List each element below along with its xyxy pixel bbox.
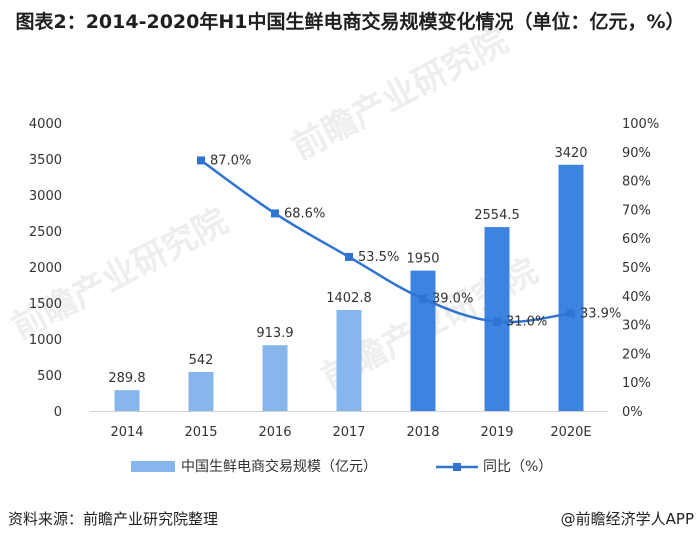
bar-series: 289.8 542 913.9 1402.8 1950 2554.5 3420 [108, 146, 588, 411]
bar-value-label: 289.8 [108, 371, 145, 386]
line-value-label: 53.5% [358, 250, 399, 265]
line-value-label: 33.9% [580, 306, 621, 321]
bar-value-label: 913.9 [256, 326, 293, 341]
bar-value-label: 2554.5 [474, 208, 520, 223]
y-right-tick-label: 100% [622, 117, 659, 132]
y-right-tick-label: 50% [622, 261, 651, 276]
line-value-label: 39.0% [432, 292, 473, 307]
legend-bar-label: 中国生鲜电商交易规模（亿元） [181, 458, 377, 475]
y-left-tick-label: 2500 [29, 225, 62, 240]
y-right-tick-label: 60% [622, 232, 651, 247]
bar [114, 390, 140, 411]
y-left-tick-label: 3000 [29, 189, 62, 204]
legend-line-marker [453, 463, 461, 471]
legend: 中国生鲜电商交易规模（亿元） 同比（%） [131, 458, 552, 475]
legend-line-label: 同比（%） [483, 459, 552, 475]
line-value-label: 31.0% [506, 315, 547, 330]
bar [188, 371, 214, 411]
x-tick-label: 2019 [480, 425, 513, 440]
line-point [197, 156, 205, 165]
bar-value-label: 1950 [406, 252, 439, 267]
watermark-layer: 前瞻产业研究院前瞻产业研究院前瞻产业研究院 [5, 21, 544, 398]
y-right-tick-label: 0% [622, 405, 643, 420]
line-point [345, 252, 353, 261]
y-right-tick-label: 70% [622, 203, 651, 218]
bar-value-label: 542 [189, 353, 214, 368]
line-series: 87.0% 68.6% 53.5% 39.0% 31.0% 33.9% [197, 153, 621, 330]
legend-bar-swatch [131, 461, 175, 472]
x-tick-label: 2018 [406, 425, 439, 440]
axes: 0 500 1000 1500 2000 2500 3000 3500 4000 0% 10% 20%… [29, 117, 659, 440]
y-left-tick-label: 0 [54, 405, 62, 420]
line-value-label: 87.0% [210, 153, 251, 168]
chart-title: 图表2：2014-2020年H1中国生鲜电商交易规模变化情况（单位：亿元，%） [15, 11, 685, 33]
y-left-tick-label: 3500 [29, 153, 62, 168]
bar-value-label: 3420 [554, 146, 587, 161]
y-left-tick-label: 500 [37, 369, 62, 384]
y-left-tick-label: 4000 [29, 117, 62, 132]
x-tick-label: 2017 [332, 425, 365, 440]
line-point [419, 294, 427, 303]
watermark-text: 前瞻产业研究院 [285, 21, 514, 168]
x-tick-label: 2014 [110, 425, 143, 440]
source-note: 资料来源：前瞻产业研究院整理 [8, 510, 219, 528]
line-point [493, 317, 501, 326]
line-value-label: 68.6% [284, 206, 325, 221]
y-right-tick-label: 80% [622, 175, 651, 190]
y-right-tick-label: 20% [622, 347, 651, 362]
y-left-tick-label: 1000 [29, 333, 62, 348]
x-tick-label: 2016 [258, 425, 291, 440]
bar [558, 164, 584, 411]
y-right-tick-label: 40% [622, 290, 651, 305]
line-point [271, 209, 279, 218]
bar [336, 309, 362, 411]
x-tick-label: 2015 [184, 425, 217, 440]
y-left-tick-label: 1500 [29, 297, 62, 312]
line-point [567, 309, 575, 318]
bar [262, 345, 288, 411]
x-tick-label: 2020E [550, 425, 591, 440]
y-right-tick-label: 10% [622, 376, 651, 391]
brand-label: @前瞻经济学人APP [560, 510, 694, 528]
y-right-tick-label: 90% [622, 146, 651, 161]
y-left-tick-label: 2000 [29, 261, 62, 276]
bar-value-label: 1402.8 [326, 291, 372, 306]
y-right-tick-label: 30% [622, 319, 651, 334]
